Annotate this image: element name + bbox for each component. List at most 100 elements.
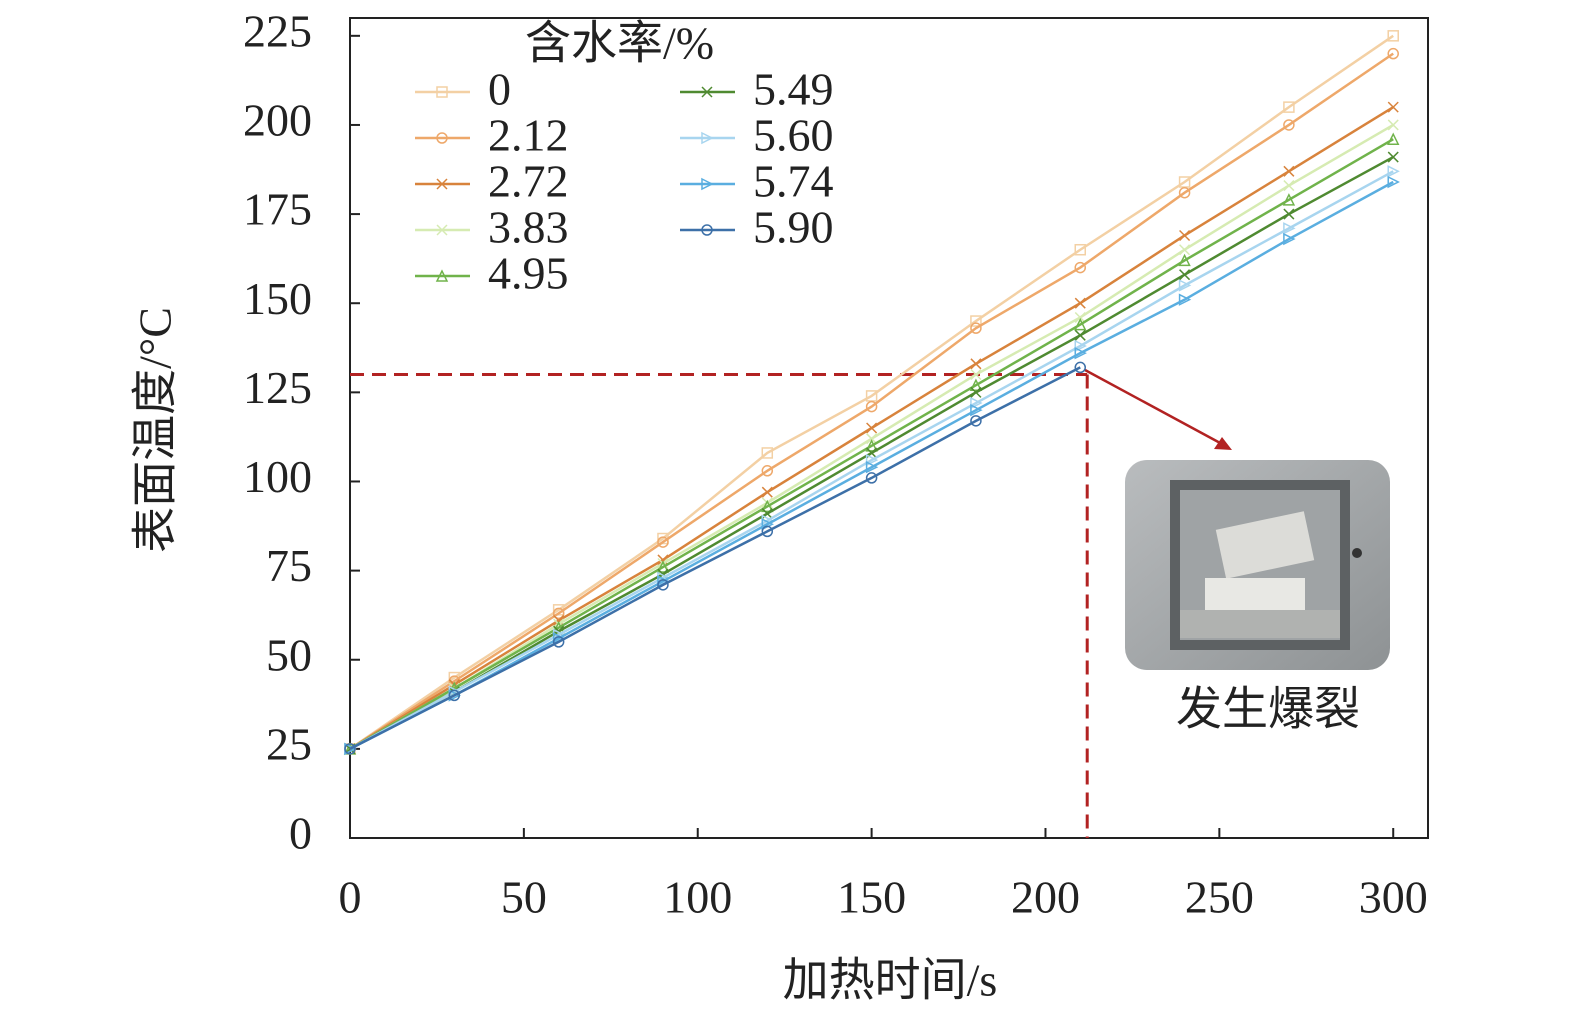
marker — [1178, 253, 1191, 267]
marker — [657, 536, 669, 548]
marker — [1387, 165, 1400, 178]
legend-label: 2.72 — [488, 156, 569, 207]
y-tick-label: 200 — [243, 95, 312, 146]
legend-title: 含水率/% — [525, 18, 714, 69]
marker — [1283, 165, 1295, 177]
plot-frame — [349, 17, 1429, 839]
marker — [761, 486, 773, 498]
x-tick-label: 200 — [1011, 872, 1080, 923]
marker — [761, 525, 774, 538]
marker — [1387, 175, 1400, 189]
marker — [970, 315, 982, 327]
marker — [1283, 101, 1295, 113]
marker — [1179, 229, 1191, 242]
legend-item: 4.95 — [415, 248, 569, 299]
marker — [657, 579, 669, 591]
marker — [970, 403, 983, 417]
legend-label: 5.49 — [753, 64, 834, 115]
y-tick-label: 75 — [266, 540, 312, 591]
y-tick-label: 0 — [289, 808, 312, 859]
marker — [761, 499, 774, 513]
y-tick-label: 100 — [243, 451, 312, 502]
marker — [970, 386, 982, 398]
legend-label: 5.60 — [753, 110, 834, 161]
legend-marker — [436, 178, 448, 190]
y-tick-label: 125 — [243, 362, 312, 413]
legend-item: 5.49 — [680, 64, 834, 115]
y-tick-label: 175 — [243, 184, 312, 235]
marker — [1074, 339, 1087, 353]
marker — [970, 415, 982, 427]
x-tick-label: 300 — [1359, 872, 1428, 923]
series-line — [349, 180, 1394, 750]
y-axis-label: 表面温度/°C — [130, 307, 181, 553]
marker — [1074, 243, 1087, 256]
legend-marker — [435, 269, 449, 282]
x-tick-label: 50 — [501, 872, 547, 923]
x-tick-label: 250 — [1185, 872, 1254, 923]
x-axis-label: 加热时间/s — [783, 955, 998, 1006]
legend-marker — [701, 224, 713, 236]
legend-item: 0 — [415, 64, 511, 115]
legend-item: 3.83 — [415, 202, 569, 253]
legend-marker — [436, 224, 448, 236]
y-tick-label: 225 — [243, 5, 312, 56]
marker — [970, 358, 982, 370]
annotation: 发生爆裂 — [1176, 684, 1360, 735]
series-line — [349, 366, 1081, 750]
marker — [865, 472, 878, 484]
marker — [865, 439, 878, 452]
x-tick-label: 150 — [837, 872, 906, 923]
marker — [1283, 222, 1296, 235]
series-line — [349, 170, 1394, 750]
legend-marker — [701, 86, 713, 98]
marker — [1179, 244, 1191, 256]
marker — [344, 743, 356, 755]
legend-item: 2.12 — [415, 110, 569, 161]
marker — [865, 400, 878, 413]
legend-item: 5.60 — [680, 110, 834, 161]
marker — [1074, 361, 1087, 374]
arrow-head — [1214, 437, 1232, 450]
legend-label: 5.90 — [753, 202, 834, 253]
legend-label: 3.83 — [488, 202, 569, 253]
marker — [656, 560, 670, 573]
series-line — [349, 52, 1394, 750]
legend-marker — [436, 132, 448, 144]
marker — [970, 396, 983, 410]
marker — [1283, 119, 1295, 131]
marker — [969, 378, 983, 391]
legend-item: 5.74 — [680, 156, 834, 207]
x-tick-label: 100 — [663, 872, 732, 923]
legend-label: 4.95 — [488, 248, 569, 299]
marker — [1074, 297, 1086, 309]
series-line — [349, 138, 1394, 750]
legend-item: 5.90 — [680, 202, 834, 253]
marker — [1387, 30, 1399, 42]
marker — [1387, 151, 1399, 163]
marker — [970, 368, 982, 381]
marker — [761, 447, 774, 459]
marker — [1074, 261, 1087, 274]
legend-label: 0 — [488, 64, 511, 115]
marker — [1283, 180, 1295, 192]
marker — [448, 689, 461, 702]
marker — [657, 554, 669, 566]
marker — [1387, 132, 1400, 145]
legend-marker — [436, 86, 448, 98]
series-line — [349, 34, 1394, 750]
marker — [1179, 269, 1191, 281]
marker — [552, 607, 565, 620]
marker — [1387, 101, 1399, 113]
marker — [866, 433, 878, 445]
legend-label: 2.12 — [488, 110, 569, 161]
legend-marker — [701, 177, 714, 191]
legend-label: 5.74 — [753, 156, 834, 207]
arrow — [1084, 368, 1223, 446]
marker — [1178, 186, 1191, 199]
legend-item: 2.72 — [415, 156, 569, 207]
marker — [1074, 317, 1087, 331]
marker — [761, 465, 774, 477]
marker — [1283, 208, 1295, 220]
